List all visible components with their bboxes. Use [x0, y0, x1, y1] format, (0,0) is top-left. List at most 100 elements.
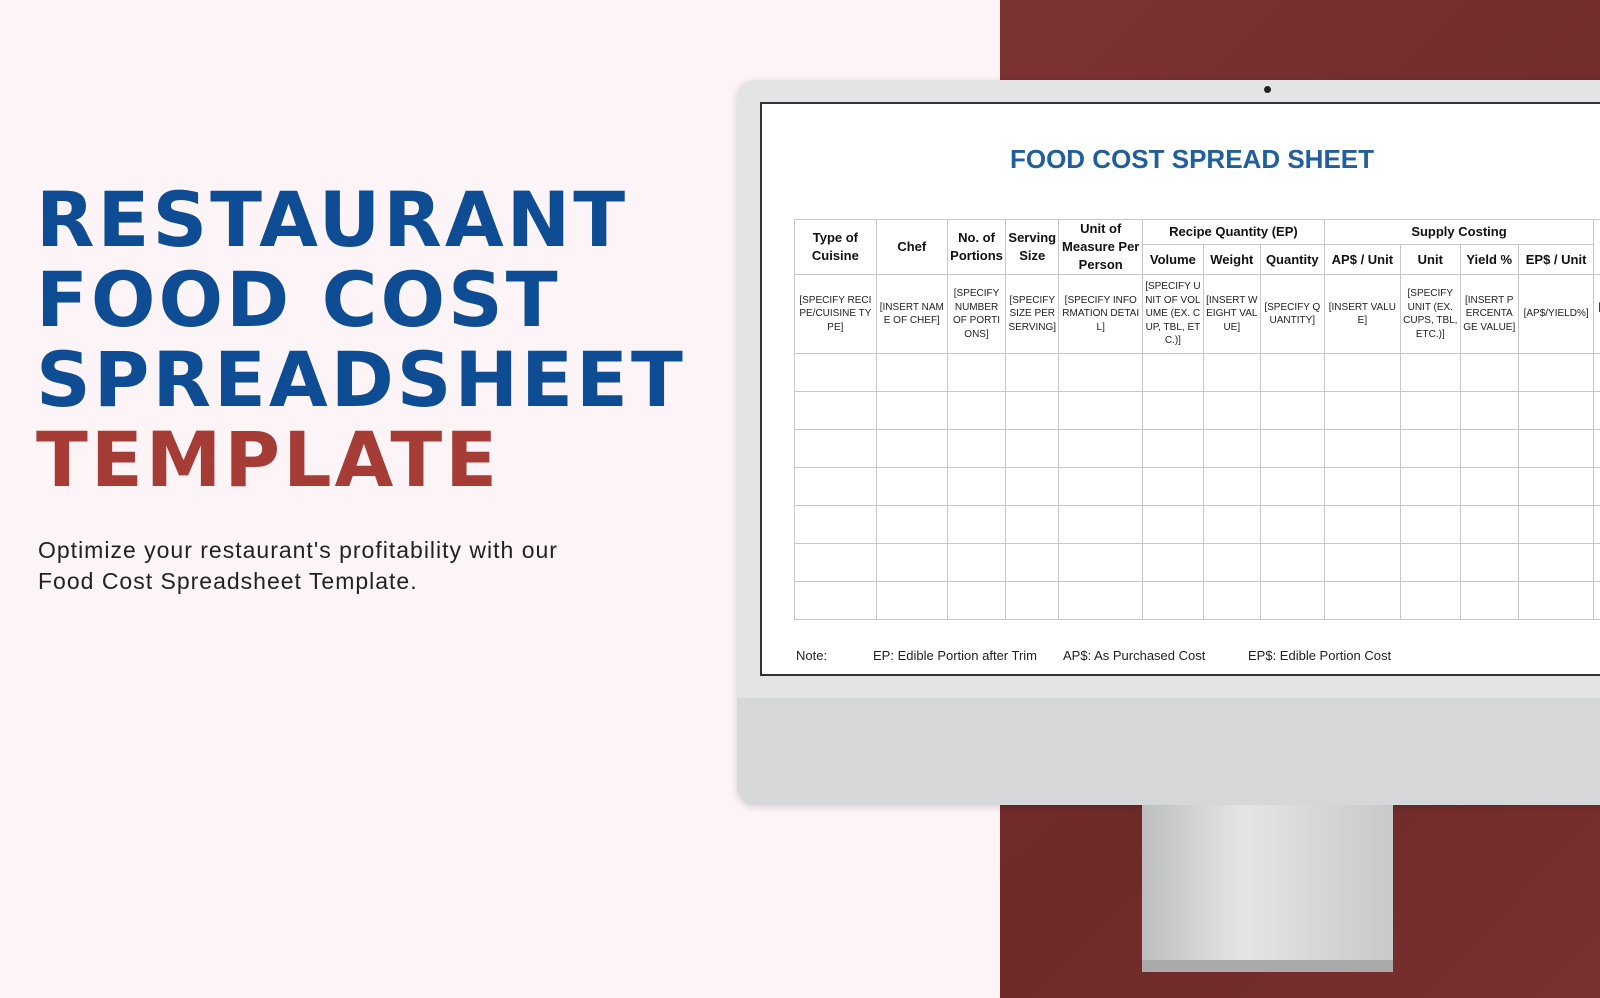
empty-cell	[1400, 429, 1461, 468]
column-header: Quantity	[1259, 244, 1325, 275]
empty-cell	[1058, 467, 1144, 506]
empty-cell	[1459, 353, 1519, 392]
camera	[1264, 86, 1271, 93]
note-item: EP: Edible Portion after Trim	[873, 648, 1038, 663]
empty-cell	[1142, 581, 1204, 620]
empty-cell	[1593, 429, 1600, 468]
monitor-chin	[737, 698, 1600, 805]
empty-cell	[1259, 429, 1325, 468]
empty-cell	[1202, 543, 1261, 582]
empty-cell	[1005, 391, 1060, 430]
group-header: Supply Costing	[1323, 219, 1595, 245]
placeholder-cell: [SPECIFY INFORMATION DETAIL]	[1058, 274, 1144, 354]
empty-cell	[946, 543, 1007, 582]
empty-cell	[794, 581, 877, 620]
empty-cell	[875, 543, 948, 582]
empty-cell	[946, 581, 1007, 620]
empty-cell	[1202, 391, 1261, 430]
empty-cell	[1459, 391, 1519, 430]
empty-row	[794, 505, 1600, 544]
empty-cell	[1400, 543, 1461, 582]
empty-cell	[794, 429, 877, 468]
empty-cell	[875, 391, 948, 430]
placeholder-cell: [SPECIFY UNIT OF VOLUME (EX. CUP, TBL, E…	[1142, 274, 1204, 354]
empty-cell	[1202, 353, 1261, 392]
empty-cell	[794, 391, 877, 430]
column-header: Total	[1593, 219, 1600, 275]
column-header: EP$ / Unit	[1517, 244, 1595, 275]
empty-cell	[1323, 467, 1402, 506]
placeholder-cell: [SPECIFY UNIT (EX. CUPS, TBL, ETC.)]	[1400, 274, 1461, 354]
empty-cell	[1323, 581, 1402, 620]
group-header: Recipe Quantity (EP)	[1142, 219, 1325, 245]
empty-cell	[1459, 581, 1519, 620]
empty-cell	[1005, 353, 1060, 392]
empty-row	[794, 543, 1600, 582]
empty-cell	[1142, 429, 1204, 468]
empty-cell	[1058, 505, 1144, 544]
empty-cell	[1323, 543, 1402, 582]
empty-cell	[1058, 353, 1144, 392]
empty-cell	[1005, 505, 1060, 544]
column-header: Yield %	[1459, 244, 1519, 275]
empty-cell	[1459, 429, 1519, 468]
empty-cell	[1005, 467, 1060, 506]
empty-cell	[1142, 391, 1204, 430]
headline-line: SPREADSHEET	[36, 335, 686, 424]
empty-cell	[1593, 353, 1600, 392]
empty-cell	[1323, 505, 1402, 544]
empty-cell	[1517, 353, 1595, 392]
placeholder-cell: [SPECIFY RECIPE/CUISINE TYPE]	[794, 274, 877, 354]
empty-cell	[946, 505, 1007, 544]
empty-cell	[1202, 581, 1261, 620]
empty-cell	[1517, 391, 1595, 430]
empty-cell	[1142, 505, 1204, 544]
empty-cell	[1517, 581, 1595, 620]
column-header: Weight	[1202, 244, 1261, 275]
empty-cell	[1400, 505, 1461, 544]
empty-cell	[1202, 467, 1261, 506]
empty-row	[794, 581, 1600, 620]
empty-cell	[1259, 467, 1325, 506]
placeholder-cell: [INSERT WEIGHT VALUE]	[1202, 274, 1261, 354]
empty-cell	[1593, 543, 1600, 582]
column-header: No. of Portions	[946, 219, 1007, 275]
empty-cell	[1005, 429, 1060, 468]
empty-cell	[1202, 429, 1261, 468]
empty-cell	[1323, 429, 1402, 468]
empty-cell	[1005, 543, 1060, 582]
spreadsheet: Type of Cuisine Chef No. of Portions Servin…	[794, 219, 1600, 620]
headline-line: RESTAURANT	[36, 175, 629, 264]
empty-cell	[1142, 543, 1204, 582]
column-header: Chef	[875, 219, 948, 275]
empty-cell	[1400, 391, 1461, 430]
empty-cell	[1323, 391, 1402, 430]
empty-cell	[1400, 467, 1461, 506]
empty-cell	[1593, 391, 1600, 430]
empty-cell	[794, 353, 877, 392]
note-label: Note:	[796, 648, 828, 663]
column-header: Serving Size	[1005, 219, 1060, 275]
empty-cell	[1593, 505, 1600, 544]
empty-cell	[1202, 505, 1261, 544]
headline-line: FOOD COST	[36, 255, 561, 344]
empty-cell	[1459, 467, 1519, 506]
empty-cell	[1517, 467, 1595, 506]
empty-cell	[794, 467, 877, 506]
empty-cell	[1058, 543, 1144, 582]
placeholder-cell: [AP$/YIELD%]	[1517, 274, 1595, 354]
empty-cell	[1259, 581, 1325, 620]
empty-row	[794, 467, 1600, 506]
column-header: Type of Cuisine	[794, 219, 877, 275]
placeholder-row: [SPECIFY RECIPE/CUISINE TYPE] [INSERT NAM…	[794, 274, 1600, 354]
headline-accent: TEMPLATE	[36, 415, 501, 504]
header-row: Type of Cuisine Chef No. of Portions Servin…	[794, 219, 1600, 275]
empty-cell	[1058, 429, 1144, 468]
description: Optimize your restaurant's profitability…	[38, 537, 558, 594]
empty-cell	[1058, 581, 1144, 620]
empty-cell	[875, 467, 948, 506]
monitor-stand	[1142, 805, 1393, 970]
empty-cell	[1459, 505, 1519, 544]
screen: FOOD COST SPREAD SHEET Type of Cuisine Ch…	[760, 102, 1600, 676]
